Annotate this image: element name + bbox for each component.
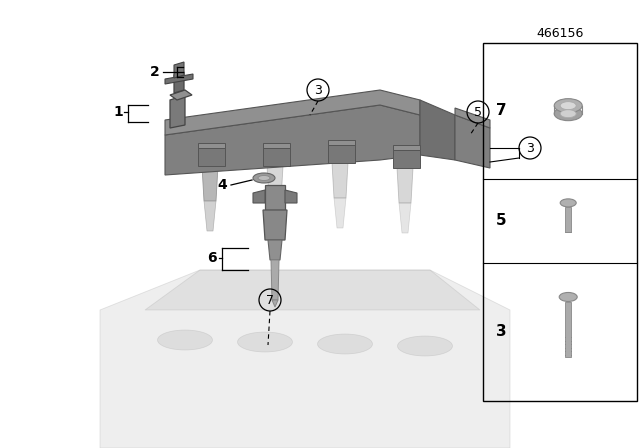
Polygon shape [265, 185, 285, 210]
Polygon shape [165, 74, 193, 84]
Ellipse shape [317, 334, 372, 354]
Polygon shape [267, 166, 283, 201]
Polygon shape [399, 203, 411, 233]
Ellipse shape [157, 330, 212, 350]
Polygon shape [285, 190, 297, 203]
Polygon shape [393, 150, 420, 168]
Polygon shape [272, 300, 278, 307]
Polygon shape [420, 100, 455, 160]
Ellipse shape [554, 107, 582, 121]
Text: 3: 3 [526, 142, 534, 155]
Polygon shape [332, 163, 348, 198]
Text: 3: 3 [314, 83, 322, 96]
Polygon shape [455, 108, 490, 128]
Polygon shape [204, 201, 216, 231]
Polygon shape [253, 190, 265, 203]
Polygon shape [145, 270, 480, 310]
Polygon shape [268, 240, 282, 260]
Polygon shape [174, 72, 184, 93]
Ellipse shape [554, 99, 582, 112]
Ellipse shape [559, 293, 577, 302]
Ellipse shape [560, 110, 576, 118]
Ellipse shape [258, 176, 270, 181]
Text: 5: 5 [474, 105, 482, 119]
Text: 4: 4 [217, 178, 227, 192]
Text: 1: 1 [113, 105, 123, 119]
Polygon shape [165, 105, 420, 175]
Ellipse shape [560, 102, 576, 110]
Polygon shape [393, 145, 420, 150]
Polygon shape [269, 201, 281, 231]
Ellipse shape [560, 199, 576, 207]
Text: 2: 2 [150, 65, 160, 79]
Polygon shape [165, 90, 420, 135]
Text: 5: 5 [496, 213, 506, 228]
Polygon shape [455, 115, 490, 168]
Polygon shape [263, 143, 290, 148]
Text: 7: 7 [266, 293, 274, 306]
Polygon shape [334, 198, 346, 228]
Polygon shape [202, 166, 218, 201]
Bar [483, 43, 637, 401]
Polygon shape [328, 145, 355, 163]
Polygon shape [263, 210, 287, 240]
Polygon shape [198, 148, 225, 166]
Polygon shape [271, 260, 279, 300]
Polygon shape [263, 148, 290, 166]
Text: 466156: 466156 [536, 27, 584, 40]
Ellipse shape [237, 332, 292, 352]
Text: 7: 7 [496, 103, 506, 118]
Text: 3: 3 [496, 324, 506, 340]
Polygon shape [100, 270, 510, 448]
Polygon shape [170, 90, 192, 100]
Bar [565, 207, 572, 232]
Polygon shape [198, 143, 225, 148]
Polygon shape [397, 168, 413, 203]
Polygon shape [174, 62, 184, 78]
Polygon shape [328, 140, 355, 145]
Bar [565, 302, 572, 357]
Text: 6: 6 [207, 251, 217, 265]
Ellipse shape [397, 336, 452, 356]
Ellipse shape [253, 173, 275, 183]
Polygon shape [170, 95, 185, 128]
